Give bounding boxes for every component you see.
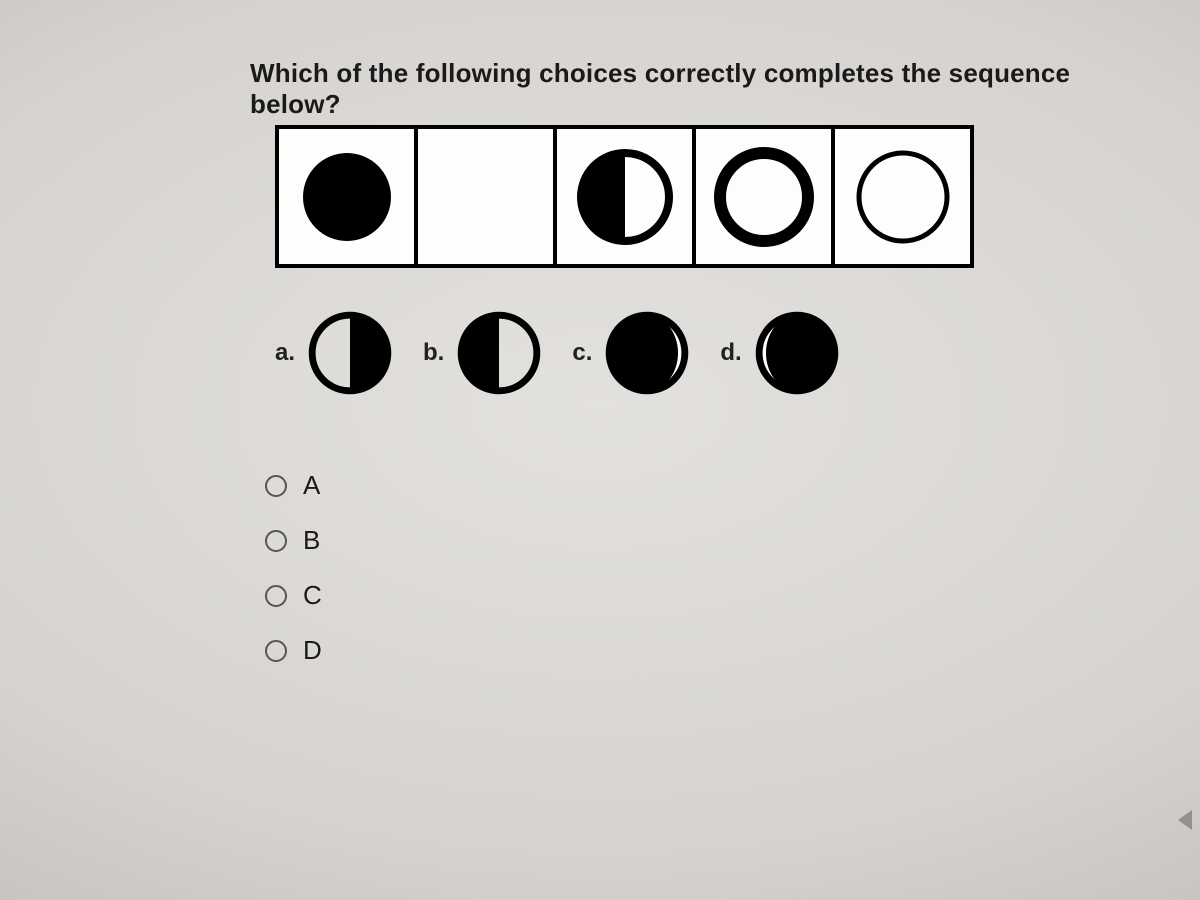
radio-icon[interactable] [265, 640, 287, 662]
option-b: b. [423, 310, 542, 396]
circle-mostly-full-right-sliver-icon [604, 310, 690, 396]
sequence-cell-2-blank [418, 129, 557, 264]
option-glyph-row: a. b. c. d. [275, 310, 840, 396]
circle-ring-thin-icon [853, 147, 953, 247]
option-c-label: c. [572, 339, 592, 367]
sequence-cell-5 [835, 129, 970, 264]
circle-full-icon [297, 147, 397, 247]
option-d-label: d. [720, 339, 741, 367]
sequence-cell-3 [557, 129, 696, 264]
sequence-strip [275, 125, 974, 268]
radio-icon[interactable] [265, 475, 287, 497]
answer-b-label: B [303, 525, 320, 556]
option-a: a. [275, 310, 393, 396]
radio-icon[interactable] [265, 585, 287, 607]
answer-c[interactable]: C [265, 580, 322, 611]
option-c: c. [572, 310, 690, 396]
answer-a-label: A [303, 470, 320, 501]
quiz-screen: Which of the following choices correctly… [0, 0, 1200, 900]
sequence-cell-1 [279, 129, 418, 264]
option-d: d. [720, 310, 839, 396]
circle-ring-thick-icon [714, 147, 814, 247]
circle-mostly-full-left-sliver-icon [754, 310, 840, 396]
answer-b[interactable]: B [265, 525, 322, 556]
answer-list: A B C D [265, 470, 322, 666]
answer-c-label: C [303, 580, 322, 611]
answer-d[interactable]: D [265, 635, 322, 666]
sequence-cell-4 [696, 129, 835, 264]
scroll-left-icon[interactable] [1178, 810, 1192, 830]
answer-d-label: D [303, 635, 322, 666]
circle-half-right-icon [307, 310, 393, 396]
circle-half-left-icon [575, 147, 675, 247]
option-a-label: a. [275, 339, 295, 367]
answer-a[interactable]: A [265, 470, 322, 501]
question-text: Which of the following choices correctly… [250, 58, 1140, 120]
radio-icon[interactable] [265, 530, 287, 552]
circle-half-left-icon [456, 310, 542, 396]
option-b-label: b. [423, 339, 444, 367]
